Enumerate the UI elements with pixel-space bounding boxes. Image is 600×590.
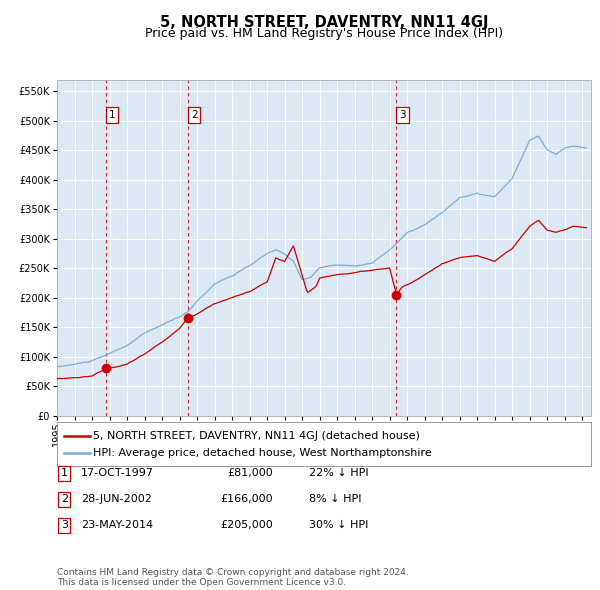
Text: 28-JUN-2002: 28-JUN-2002 <box>81 494 152 504</box>
Text: 1: 1 <box>61 468 68 478</box>
Text: HPI: Average price, detached house, West Northamptonshire: HPI: Average price, detached house, West… <box>93 448 432 458</box>
Text: Contains HM Land Registry data © Crown copyright and database right 2024.: Contains HM Land Registry data © Crown c… <box>57 568 409 577</box>
Text: £81,000: £81,000 <box>227 468 273 478</box>
Text: 8% ↓ HPI: 8% ↓ HPI <box>309 494 361 504</box>
Text: 3: 3 <box>399 110 406 120</box>
Text: 3: 3 <box>61 520 68 530</box>
Text: 30% ↓ HPI: 30% ↓ HPI <box>309 520 368 530</box>
Text: 5, NORTH STREET, DAVENTRY, NN11 4GJ (detached house): 5, NORTH STREET, DAVENTRY, NN11 4GJ (det… <box>93 431 420 441</box>
Text: 5, NORTH STREET, DAVENTRY, NN11 4GJ: 5, NORTH STREET, DAVENTRY, NN11 4GJ <box>160 15 488 30</box>
Text: £205,000: £205,000 <box>220 520 273 530</box>
Text: 22% ↓ HPI: 22% ↓ HPI <box>309 468 368 478</box>
Text: 2: 2 <box>61 494 68 504</box>
Text: 2: 2 <box>191 110 197 120</box>
Text: This data is licensed under the Open Government Licence v3.0.: This data is licensed under the Open Gov… <box>57 578 346 587</box>
Text: 17-OCT-1997: 17-OCT-1997 <box>81 468 154 478</box>
Text: 1: 1 <box>109 110 115 120</box>
Text: 23-MAY-2014: 23-MAY-2014 <box>81 520 153 530</box>
Text: £166,000: £166,000 <box>220 494 273 504</box>
Text: Price paid vs. HM Land Registry's House Price Index (HPI): Price paid vs. HM Land Registry's House … <box>145 27 503 40</box>
